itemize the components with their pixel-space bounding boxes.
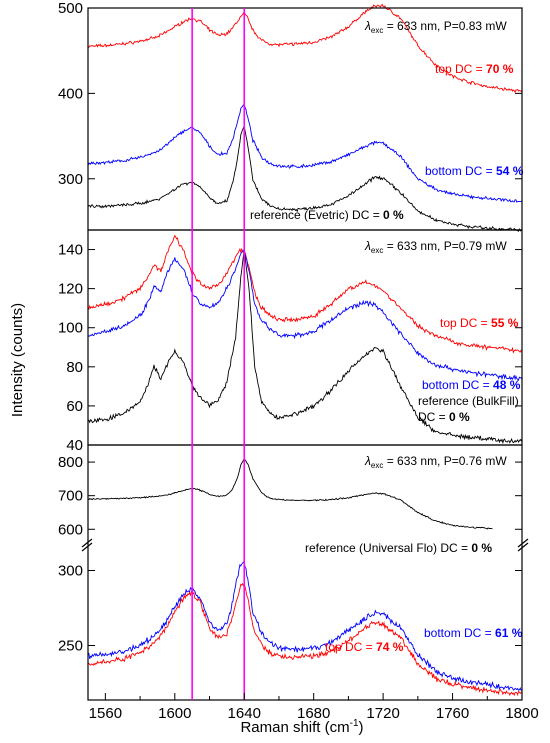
label-bottom-series-0: bottom DC = 61 % bbox=[424, 626, 523, 640]
bottom-upper-ytick-label-700: 700 bbox=[58, 488, 83, 505]
bottom-lower-ytick-label-300: 300 bbox=[58, 563, 83, 580]
xtick-label-1800: 1800 bbox=[505, 705, 538, 722]
series-top-2 bbox=[87, 124, 523, 232]
top-ytick-label-300: 300 bbox=[58, 171, 83, 188]
magenta-markers bbox=[191, 8, 246, 700]
xtick-label-1680: 1680 bbox=[297, 705, 330, 722]
x-axis: 1560 1600 1640 1680 1720 1760 1800 bbox=[89, 693, 539, 722]
bottom-lower-ytick-label-250: 250 bbox=[58, 638, 83, 655]
middle-ytick-label-140: 140 bbox=[58, 242, 83, 259]
middle-ytick-label-120: 120 bbox=[58, 281, 83, 298]
series-bottom-0 bbox=[87, 561, 523, 691]
series-bottom-1 bbox=[87, 582, 522, 697]
label-bottom-series-1: top DC = 74 % bbox=[325, 640, 404, 654]
axis-break-left-b bbox=[81, 542, 93, 552]
series-middle-1 bbox=[87, 247, 523, 381]
label-middle-series-0: top DC = 55 % bbox=[440, 316, 519, 330]
axis-break-right-b bbox=[517, 542, 529, 552]
label-middle-reference-dc: DC = 0 % bbox=[418, 410, 470, 424]
series-bottom-upper-0 bbox=[88, 458, 493, 530]
label-middle-reference: reference (BulkFill) bbox=[418, 394, 519, 408]
series-middle-0 bbox=[87, 234, 523, 354]
panels: 300 400 500 λexc = 633 nm, P=0.83 mW top DC … bbox=[58, 0, 529, 701]
annotation-middle: λexc = 633 nm, P=0.79 mW bbox=[364, 239, 507, 255]
xtick-label-1560: 1560 bbox=[89, 705, 122, 722]
panel-middle: 40 60 80 100 120 140 λexc = 633 nm, P=0.79 mW t… bbox=[58, 234, 523, 454]
top-ytick-label-400: 400 bbox=[58, 85, 83, 102]
annotation-top: λexc = 633 nm, P=0.83 mW bbox=[364, 19, 507, 35]
x-axis-label: Raman shift (cm-1) bbox=[240, 718, 363, 736]
label-top-series-0: top DC = 70 % bbox=[435, 62, 514, 76]
x-axis-label-sup: -1 bbox=[350, 718, 359, 729]
label-middle-series-1: bottom DC = 48 % bbox=[422, 378, 521, 392]
panel-bottom: 600 700 800 250 300 λexc = 633 nm, P=0.76 mW r… bbox=[58, 454, 529, 697]
series-middle-2 bbox=[87, 251, 523, 445]
annotation-bottom: λexc = 633 nm, P=0.76 mW bbox=[364, 454, 507, 470]
series-top-0 bbox=[87, 3, 523, 94]
xtick-label-1760: 1760 bbox=[436, 705, 469, 722]
middle-ytick-label-40: 40 bbox=[66, 437, 83, 454]
bottom-upper-ytick-label-800: 800 bbox=[58, 454, 83, 471]
panel-frame-0 bbox=[87, 7, 523, 231]
axis-break-right-a bbox=[517, 538, 529, 548]
panel-frame-2 bbox=[87, 444, 523, 701]
label-bottom-reference: reference (Universal Flo) DC = 0 % bbox=[305, 541, 492, 555]
y-axis-label: Intensity (counts) bbox=[9, 303, 26, 417]
middle-ytick-label-100: 100 bbox=[58, 320, 83, 337]
panel-top: 300 400 500 λexc = 633 nm, P=0.83 mW top DC … bbox=[58, 0, 524, 232]
xtick-label-1640: 1640 bbox=[228, 705, 261, 722]
top-ytick-label-500: 500 bbox=[58, 0, 83, 17]
series-top-1 bbox=[87, 103, 523, 203]
axis-break-left-a bbox=[81, 538, 93, 548]
label-top-series-2: reference (Evetric) DC = 0 % bbox=[250, 208, 404, 222]
middle-ytick-label-80: 80 bbox=[66, 359, 83, 376]
label-top-series-1: bottom DC = 54 % bbox=[425, 164, 524, 178]
xtick-label-1600: 1600 bbox=[158, 705, 191, 722]
xtick-label-1720: 1720 bbox=[366, 705, 399, 722]
middle-ytick-label-60: 60 bbox=[66, 398, 83, 415]
bottom-upper-ytick-label-600: 600 bbox=[58, 521, 83, 538]
